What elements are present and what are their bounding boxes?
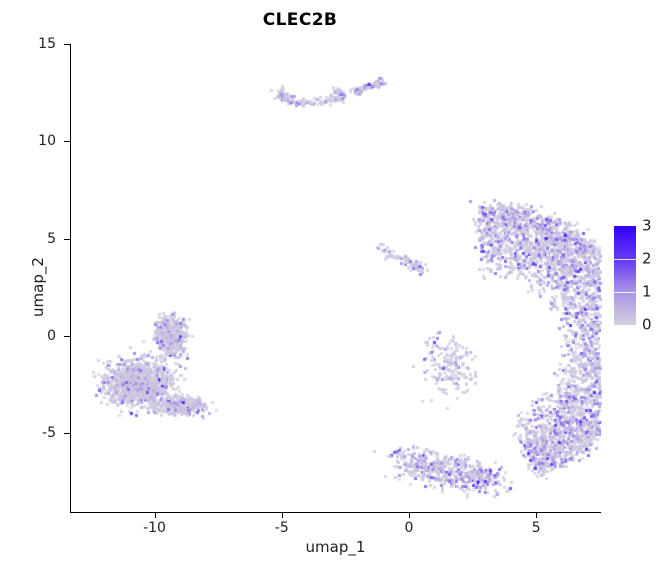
y-axis-tick-label: 5 [47,230,56,247]
y-axis-tick-label: 15 [38,35,56,52]
colorbar-tick-label: 2 [642,249,652,268]
colorbar-tick-label: 0 [642,315,652,334]
colorbar-tick-mark [614,259,636,260]
y-axis-tick-mark [64,336,70,337]
x-axis-tick-mark [536,512,538,518]
y-axis-spine [70,44,71,513]
x-axis-tick-label: -10 [143,520,166,536]
y-axis-label: umap_2 [29,257,47,317]
colorbar-tick-label: 3 [642,216,652,235]
colorbar-tick-mark [614,325,636,326]
colorbar-gradient [614,226,636,325]
expression-colorbar[interactable] [614,226,636,325]
x-axis-tick-label: 0 [404,520,414,536]
x-axis-tick-mark [409,512,410,518]
colorbar-tick-label: 1 [642,282,652,301]
y-axis-tick-label: -5 [42,425,56,442]
y-axis-tick-mark [64,433,70,435]
y-axis-tick-label: 0 [47,328,56,344]
x-axis-tick-mark [281,512,283,518]
x-axis-tick-mark [154,512,156,518]
x-axis-tick-label: 5 [531,520,541,536]
y-axis-tick-mark [64,43,70,45]
x-axis-spine [70,512,601,513]
x-axis-label: umap_1 [305,538,366,556]
y-axis-tick-mark [64,141,70,143]
x-axis-tick-label: -5 [274,520,289,536]
y-axis-tick-label: 10 [38,133,56,150]
y-axis-tick-mark [64,238,70,240]
colorbar-tick-mark [614,292,636,293]
